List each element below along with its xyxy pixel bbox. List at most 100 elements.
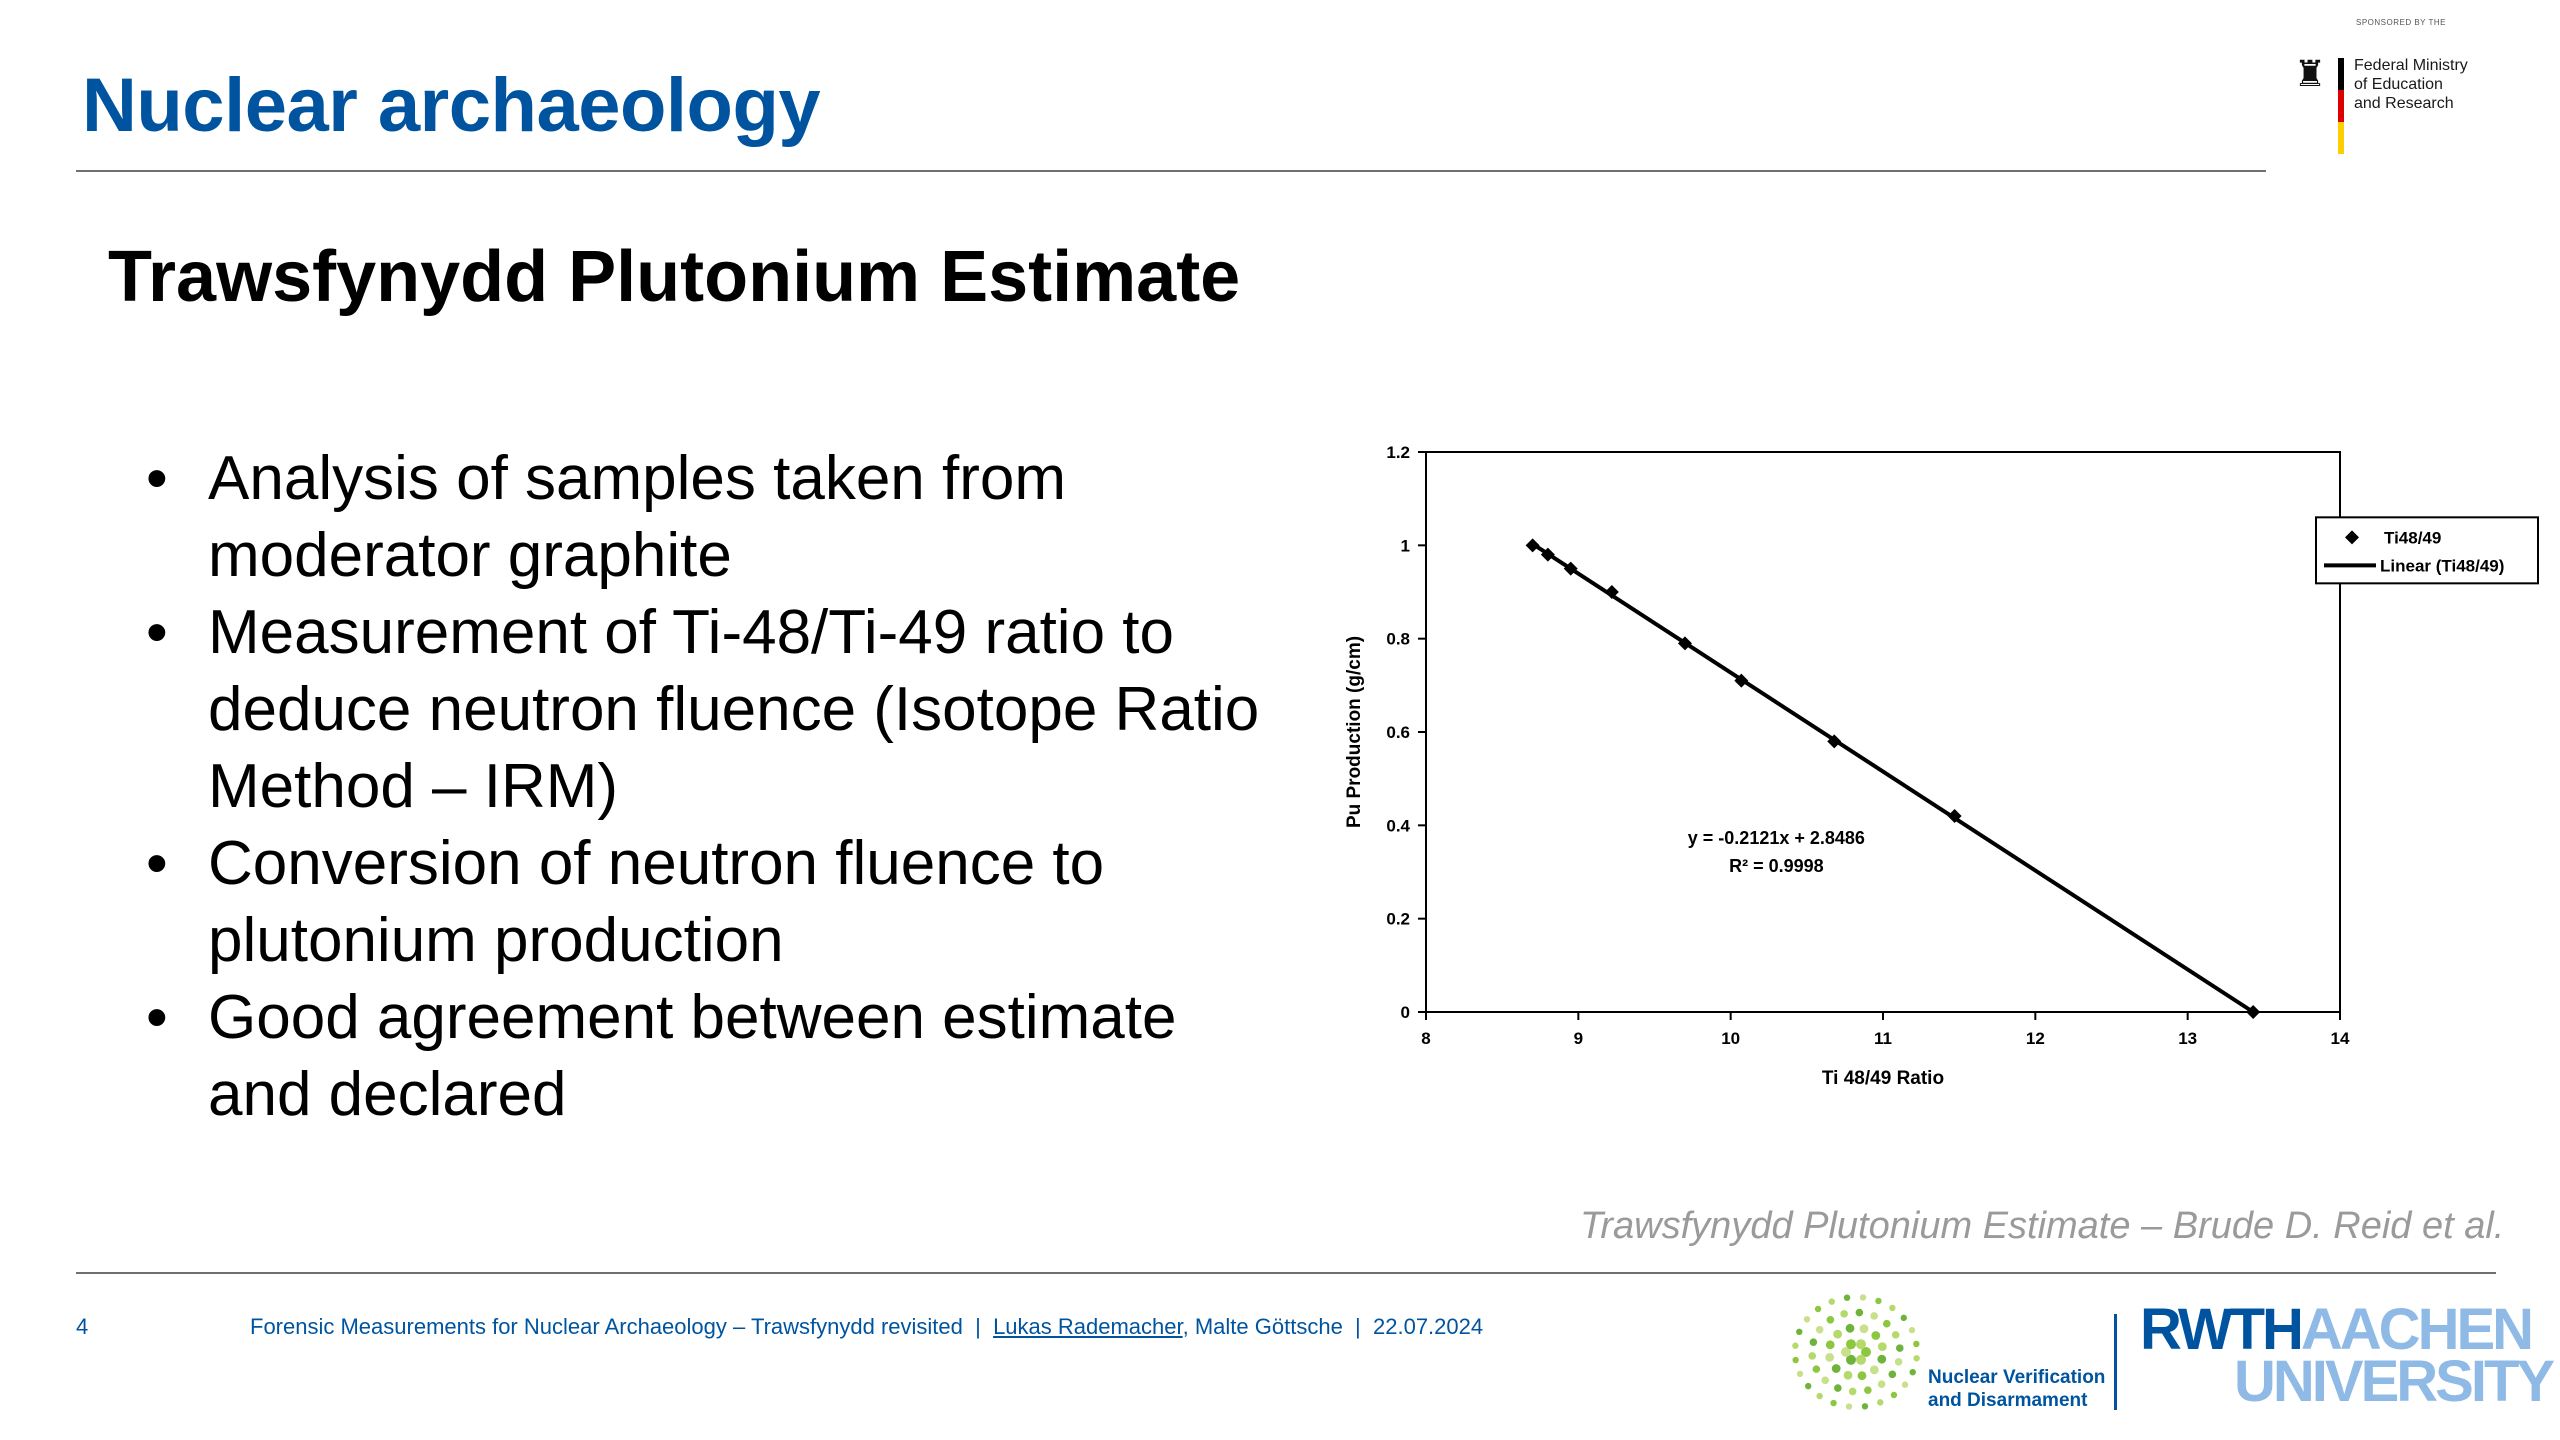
nvd-dot: [1816, 1392, 1823, 1400]
bullet-line: plutonium production: [208, 906, 784, 975]
nvd-dot: [1808, 1352, 1817, 1360]
legend-label: Ti48/49: [2384, 528, 2441, 547]
footer-separator: |: [1355, 1314, 1361, 1339]
nvd-dot: [1859, 1294, 1867, 1301]
rwth-logo-university: UNIVERSITY: [2234, 1349, 2555, 1414]
y-tick-label: 0.4: [1386, 816, 1410, 835]
ministry-line-2: of Education: [2354, 76, 2443, 93]
x-tick-label: 9: [1574, 1029, 1583, 1048]
nvd-logo-text: Nuclear Verification and Disarmament: [1928, 1366, 2105, 1412]
nvd-line-2: and Disarmament: [1928, 1390, 2088, 1411]
data-point: [1540, 547, 1555, 562]
nvd-dot: [1900, 1314, 1907, 1322]
data-point: [1677, 636, 1692, 651]
rwth-logo: RWTHAACHEN UNIVERSITY: [2140, 1301, 2555, 1414]
nvd-dot: [1891, 1331, 1900, 1339]
nvd-dot: [1796, 1328, 1803, 1336]
bullet-list: • Analysis of samples taken from moderat…: [138, 440, 1318, 1133]
bullet-item: • Conversion of neutron fluence to pluto…: [138, 825, 1318, 979]
nvd-dot: [1877, 1354, 1887, 1364]
nvd-dot: [1913, 1340, 1920, 1348]
nvd-dot: [1848, 1387, 1857, 1396]
x-tick-label: 8: [1421, 1029, 1430, 1048]
x-axis-label: Ti 48/49 Ratio: [1822, 1068, 1944, 1089]
page-number: 4: [76, 1314, 89, 1339]
nvd-dot: [1861, 1347, 1871, 1357]
nvd-dot: [1805, 1382, 1812, 1390]
co-author: , Malte Göttsche: [1182, 1314, 1343, 1339]
nvd-dot: [1792, 1356, 1799, 1364]
data-point: [1525, 538, 1540, 553]
nvd-dot: [1855, 1308, 1864, 1317]
nvd-dot: [1796, 1370, 1804, 1378]
nvd-dot: [1826, 1316, 1835, 1324]
nvd-dot: [1869, 1365, 1879, 1375]
german-flag-bar: [2338, 58, 2344, 154]
nvd-dot: [1812, 1365, 1821, 1373]
nvd-dot: [1888, 1370, 1897, 1379]
plot-frame: [1425, 451, 2341, 1013]
bullet-line: Analysis of samples taken from: [208, 444, 1067, 513]
bullet-line: moderator graphite: [208, 521, 732, 590]
nvd-dot: [1870, 1312, 1878, 1320]
nvd-dot: [1871, 1331, 1881, 1340]
bullet-line: Good agreement between estimate: [208, 983, 1177, 1052]
nvd-dot: [1861, 1403, 1869, 1410]
y-tick-label: 1.2: [1386, 443, 1410, 462]
slide-subtitle: Trawsfynydd Plutonium Estimate: [108, 237, 1241, 317]
data-point: [2246, 1005, 2261, 1019]
nvd-dot: [1831, 1364, 1841, 1373]
bullet-line: Method – IRM): [208, 752, 619, 821]
ministry-line-3: and Research: [2354, 95, 2454, 112]
nvd-dot: [1909, 1368, 1916, 1376]
legend-label: Linear (Ti48/49): [2380, 556, 2504, 575]
nvd-line-1: Nuclear Verification: [1928, 1367, 2106, 1388]
bullet-item: • Analysis of samples taken from moderat…: [138, 440, 1318, 594]
footer-text: Forensic Measurements for Nuclear Archae…: [250, 1314, 1483, 1340]
y-axis-label: Pu Production (g/cm): [1344, 636, 1365, 828]
nvd-dot: [1833, 1329, 1843, 1339]
y-tick-label: 0.2: [1386, 910, 1410, 929]
nvd-dot: [1901, 1381, 1909, 1388]
x-tick-label: 11: [1874, 1029, 1892, 1048]
legend-marker: [2345, 530, 2359, 545]
nvd-dot: [1895, 1344, 1904, 1352]
sponsor-logo: SPONSORED BY THE ♜ Federal Ministry of E…: [2290, 14, 2530, 164]
x-tick-label: 13: [2178, 1029, 2197, 1048]
fit-line: [1531, 542, 2255, 1014]
nvd-dot: [1890, 1391, 1898, 1399]
footer-divider: [76, 1272, 2496, 1274]
y-tick-label: 0.6: [1386, 723, 1410, 742]
nvd-dot: [1843, 1294, 1851, 1301]
nvd-dot: [1803, 1316, 1811, 1323]
author-link[interactable]: Lukas Rademacher: [993, 1314, 1183, 1339]
nvd-dot: [1846, 1354, 1856, 1365]
nvd-dot: [1830, 1399, 1837, 1407]
nvd-dot: [1821, 1376, 1830, 1385]
nvd-dots-icon: [1792, 1294, 1920, 1410]
nvd-dot: [1846, 1339, 1856, 1350]
nvd-dot: [1845, 1323, 1855, 1333]
bullet-line: Conversion of neutron fluence to: [208, 829, 1105, 898]
bullet-line: deduce neutron fluence (Isotope Ratio: [208, 675, 1260, 744]
nvd-dot: [1809, 1338, 1818, 1346]
data-point: [1563, 561, 1578, 576]
figure-caption: Trawsfynydd Plutonium Estimate – Brude D…: [1580, 1205, 2505, 1247]
nvd-dot: [1856, 1339, 1866, 1350]
nvd-dot: [1840, 1310, 1848, 1318]
footer-separator: |: [975, 1314, 981, 1339]
nvd-dot: [1894, 1358, 1903, 1366]
rwth-logo-part-1: RWTH: [2140, 1297, 2304, 1362]
x-tick-label: 14: [2331, 1029, 2350, 1048]
ministry-line-1: Federal Ministry: [2354, 57, 2468, 74]
r-squared: R² = 0.9998: [1729, 856, 1824, 876]
bullet-line: and declared: [208, 1060, 567, 1129]
nvd-dot: [1815, 1325, 1824, 1334]
x-tick-label: 12: [2026, 1029, 2045, 1048]
nvd-dot: [1792, 1342, 1799, 1349]
bullet-item: • Measurement of Ti-48/Ti-49 ratio to de…: [138, 594, 1318, 825]
nvd-dot: [1834, 1384, 1842, 1392]
nvd-dot: [1859, 1324, 1869, 1334]
bullet-item: • Good agreement between estimate and de…: [138, 979, 1318, 1133]
data-point: [1604, 585, 1619, 599]
